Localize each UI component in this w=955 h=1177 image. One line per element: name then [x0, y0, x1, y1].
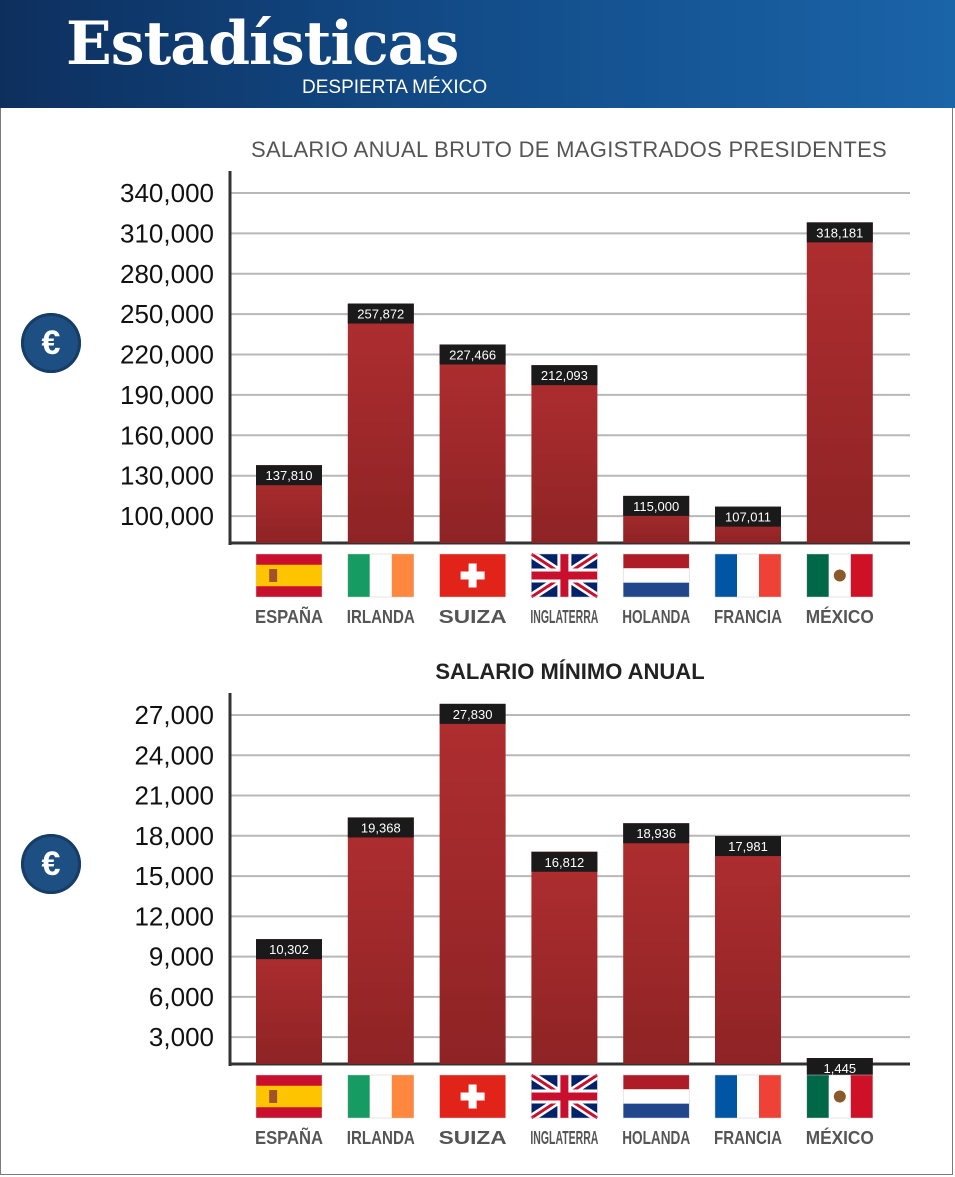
netherlands-flag-icon: [622, 1074, 690, 1119]
y-tick-label: 24,000: [134, 740, 214, 770]
y-tick-label: 220,000: [120, 340, 214, 370]
bar: [531, 851, 598, 1064]
y-tick-label: 310,000: [120, 218, 214, 248]
bar-value-box: [623, 495, 690, 516]
bar: [347, 817, 414, 1064]
bar-value-label: 16,812: [545, 855, 585, 870]
category-label: SUIZA: [439, 607, 507, 627]
bar-value-label: 18,936: [636, 826, 676, 841]
header-banner: Estadísticas DESPIERTA MÉXICO: [0, 0, 955, 108]
category-label: FRANCIA: [714, 1128, 782, 1148]
spain-flag-icon: [255, 1074, 323, 1119]
y-tick-label: 18,000: [134, 821, 214, 851]
bar: [256, 939, 322, 1064]
y-tick-label: 21,000: [134, 781, 214, 811]
bar-value-label: 137,810: [266, 468, 313, 483]
bar-value-box: [347, 303, 414, 324]
bar-value-box: [531, 851, 598, 872]
bar: [439, 344, 506, 543]
bar-value-box: [806, 1058, 873, 1079]
switzerland-flag-icon: [439, 553, 506, 598]
bar-value-box: [439, 344, 506, 365]
y-tick-label: 12,000: [134, 901, 214, 931]
chart-1-title: SALARIO ANUAL BRUTO DE MAGISTRADOS PRESI…: [250, 137, 888, 162]
y-tick-label: 160,000: [120, 420, 214, 450]
bar-value-label: 19,368: [361, 820, 401, 835]
bar-value-box: [531, 365, 598, 386]
y-tick-label: 130,000: [120, 461, 214, 491]
y-tick-label: 280,000: [120, 259, 214, 289]
bar-value-box: [806, 222, 873, 243]
bar: [623, 823, 690, 1064]
y-tick-label: 27,000: [134, 700, 214, 730]
bar-value-box: [715, 506, 781, 527]
y-tick-label: 190,000: [120, 380, 214, 410]
bar: [439, 703, 506, 1064]
category-label: INGLATERRA: [530, 607, 598, 627]
bar-value-label: 212,093: [541, 368, 588, 383]
category-label: ESPAÑA: [255, 1127, 323, 1148]
category-label: INGLATERRA: [530, 1128, 598, 1148]
category-label: HOLANDA: [622, 1128, 690, 1148]
bar-value-label: 257,872: [357, 307, 404, 322]
y-tick-label: 340,000: [120, 178, 214, 208]
bar-value-box: [256, 939, 322, 960]
y-tick-label: 3,000: [149, 1022, 214, 1052]
header-title: Estadísticas: [66, 9, 459, 79]
mexico-flag-icon: [806, 553, 874, 598]
france-flag-icon: [714, 1074, 782, 1119]
bar-value-label: 227,466: [449, 347, 496, 362]
bar-value-label: 318,181: [816, 225, 863, 240]
france-flag-icon: [714, 553, 782, 598]
bar: [806, 222, 873, 543]
uk-flag-icon: [529, 550, 600, 601]
bar-value-box: [715, 836, 781, 857]
bar-value-box: [623, 823, 690, 844]
header-subtitle: DESPIERTA MÉXICO: [302, 77, 488, 98]
category-label: FRANCIA: [714, 607, 782, 627]
bar-value-label: 17,981: [728, 839, 768, 854]
bar-value-box: [256, 465, 322, 486]
category-label: MÉXICO: [806, 606, 874, 627]
spain-flag-icon: [255, 553, 323, 598]
y-tick-label: 100,000: [120, 501, 214, 531]
bar-value-label: 115,000: [633, 499, 679, 514]
category-label: MÉXICO: [806, 1127, 874, 1148]
content-frame: [0, 108, 953, 1175]
y-tick-label: 15,000: [134, 861, 214, 891]
ireland-flag-icon: [347, 553, 415, 598]
category-label: ESPAÑA: [255, 606, 323, 627]
y-tick-label: 6,000: [149, 982, 214, 1012]
switzerland-flag-icon: [439, 1074, 506, 1119]
y-tick-label: 250,000: [120, 299, 214, 329]
chart-1-judges-salary: 100,000 130,000 160,000 190,000 220,000 250,0…: [120, 171, 910, 627]
category-label: IRLANDA: [347, 1128, 415, 1148]
bar: [715, 836, 781, 1064]
chart-2-title: SALARIO MÍNIMO ANUAL: [435, 659, 705, 684]
ireland-flag-icon: [347, 1074, 415, 1119]
bar: [531, 365, 598, 543]
bar-value-label: 1,445: [824, 1061, 857, 1076]
category-label: HOLANDA: [622, 607, 690, 627]
mexico-flag-icon: [806, 1074, 874, 1119]
category-label: SUIZA: [439, 1128, 507, 1148]
uk-flag-icon: [529, 1071, 600, 1122]
bar-value-box: [439, 703, 506, 724]
bar-value-label: 107,011: [725, 510, 771, 525]
bar-value-label: 27,830: [453, 707, 493, 722]
netherlands-flag-icon: [622, 553, 690, 598]
bar-value-label: 10,302: [269, 942, 309, 957]
euro-icon: €: [21, 313, 81, 373]
bar: [347, 303, 414, 543]
y-tick-label: 9,000: [149, 942, 214, 972]
bar-value-box: [347, 817, 414, 838]
euro-icon: €: [21, 834, 81, 894]
category-label: IRLANDA: [347, 607, 415, 627]
